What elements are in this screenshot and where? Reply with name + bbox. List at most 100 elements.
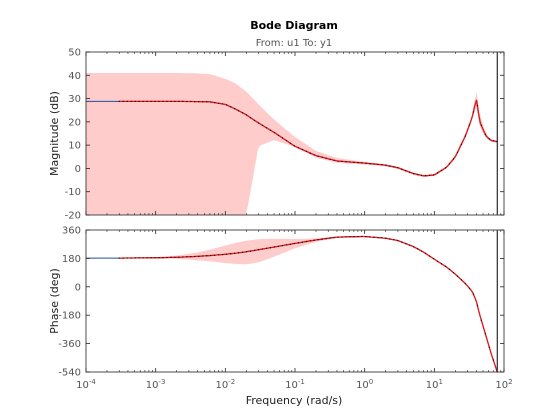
magnitude-data-point xyxy=(353,161,355,163)
phase-data-point xyxy=(456,275,459,277)
magnitude-data-point xyxy=(417,173,419,176)
magnitude-data-point xyxy=(297,147,299,149)
phase-data-point xyxy=(369,236,371,238)
phase-data-point xyxy=(377,237,379,239)
magnitude-data-point xyxy=(285,140,287,142)
magnitude-data-point xyxy=(377,163,379,165)
magnitude-data-point xyxy=(242,112,244,114)
magnitude-data-point xyxy=(413,173,415,175)
magnitude-data-point xyxy=(138,100,140,102)
magnitude-data-point xyxy=(405,170,407,172)
magnitude-data-point xyxy=(317,155,319,157)
magnitude-data-point xyxy=(397,167,399,169)
phase-data-point xyxy=(170,256,172,258)
magnitude-data-point xyxy=(142,100,144,102)
magnitude-data-point xyxy=(329,158,331,160)
phase-data-point xyxy=(476,304,478,306)
phase-data-point xyxy=(440,263,443,265)
magnitude-data-point xyxy=(440,169,443,171)
phase-data-point xyxy=(472,293,474,295)
magnitude-data-point xyxy=(385,164,387,166)
phase-data-point xyxy=(118,257,120,259)
magnitude-y-tick-label: -10 xyxy=(65,187,81,198)
phase-data-point xyxy=(433,258,435,260)
phase-data-point xyxy=(194,255,196,258)
phase-model-line xyxy=(86,236,498,373)
phase-data-point xyxy=(178,256,180,258)
magnitude-data-point xyxy=(488,138,490,140)
phase-data-point xyxy=(253,249,256,251)
magnitude-data-point xyxy=(130,100,132,102)
magnitude-data-point xyxy=(222,103,224,105)
magnitude-data-point xyxy=(218,102,220,104)
x-tick-label: 10-1 xyxy=(285,378,305,391)
magnitude-data-point xyxy=(301,148,303,151)
magnitude-data-point xyxy=(437,172,439,174)
magnitude-data-point xyxy=(480,124,482,126)
x-tick-label: 100 xyxy=(356,378,373,391)
phase-data-point xyxy=(484,333,486,335)
magnitude-data-point xyxy=(333,159,335,161)
magnitude-data-point xyxy=(452,158,455,160)
phase-data-point xyxy=(265,247,268,249)
magnitude-data-point xyxy=(182,100,184,102)
phase-data-point xyxy=(162,257,164,259)
phase-confidence-band xyxy=(86,236,498,372)
phase-y-tick-label: 360 xyxy=(62,226,81,237)
phase-data-point xyxy=(257,249,260,251)
magnitude-data-point xyxy=(345,161,347,163)
phase-data-point xyxy=(281,245,283,247)
phase-data-point xyxy=(425,252,427,255)
magnitude-data-point xyxy=(321,156,323,158)
x-tick-label: 102 xyxy=(495,378,512,391)
phase-data-point xyxy=(122,257,124,259)
phase-data-point xyxy=(464,283,466,285)
phase-data-point xyxy=(393,239,395,241)
phase-data-point xyxy=(126,257,128,259)
magnitude-data-point xyxy=(393,166,395,168)
phase-data-point xyxy=(385,237,387,239)
magnitude-data-point xyxy=(226,104,228,106)
phase-data-point xyxy=(246,251,248,253)
phase-data-point xyxy=(357,236,359,238)
phase-data-point xyxy=(333,236,335,239)
phase-data-point xyxy=(222,253,224,256)
phase-data-point xyxy=(166,256,168,259)
magnitude-data-point xyxy=(381,164,383,166)
magnitude-estimate-line xyxy=(119,99,498,177)
magnitude-data-point xyxy=(198,101,200,103)
phase-data-point xyxy=(138,257,140,259)
phase-data-point xyxy=(313,239,315,241)
magnitude-data-point xyxy=(341,160,343,162)
phase-data-point xyxy=(289,243,291,245)
magnitude-data-point xyxy=(190,100,192,103)
magnitude-data-point xyxy=(373,163,375,165)
magnitude-data-point xyxy=(444,167,447,169)
phase-data-point xyxy=(261,248,264,250)
phase-data-point xyxy=(417,248,419,250)
magnitude-data-point xyxy=(289,142,291,144)
magnitude-data-point xyxy=(269,129,271,131)
phase-data-point xyxy=(460,279,462,281)
phase-data-point xyxy=(349,236,351,238)
magnitude-y-tick-label: 40 xyxy=(68,71,81,82)
phase-data-point xyxy=(238,252,240,254)
magnitude-data-point xyxy=(409,171,411,173)
magnitude-data-point xyxy=(122,100,124,102)
magnitude-panel: -20 -10 0 10 20 30 40 50 Magnitude (dB) xyxy=(48,48,505,222)
phase-data-point xyxy=(130,257,132,259)
phase-data-point xyxy=(409,244,411,246)
magnitude-data-point xyxy=(230,106,232,108)
magnitude-data-point xyxy=(361,162,363,164)
phase-y-tick-label: 0 xyxy=(75,282,81,293)
phase-data-point xyxy=(273,246,275,248)
phase-axes-frame xyxy=(85,229,505,373)
phase-data-point xyxy=(226,253,228,255)
phase-data-point xyxy=(337,236,339,238)
phase-y-tick-label: -360 xyxy=(58,339,81,350)
phase-data-point xyxy=(285,244,287,246)
phase-y-axis-label: Phase (deg) xyxy=(48,268,61,334)
phase-y-tick-label: -180 xyxy=(58,311,81,322)
magnitude-y-tick-label: 20 xyxy=(68,117,81,128)
